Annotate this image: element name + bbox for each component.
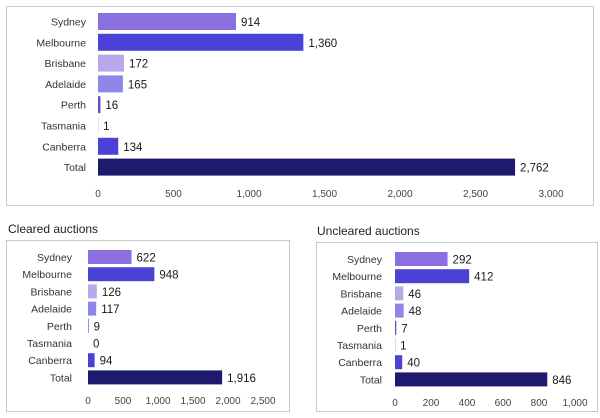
main-x-tick-label-0: 0 [95,189,101,200]
cleared-category-label-sydney: Sydney [37,252,73,264]
cleared-category-label-canberra: Canberra [28,355,72,367]
uncleared-bar-perth [395,320,397,335]
main-category-label-adelaide: Adelaide [45,79,86,91]
cleared-bar-perth [88,318,89,333]
cleared-x-tick-label-0: 0 [85,396,91,407]
main-x-tick-label-2000: 2,000 [387,189,412,200]
uncleared-bar-canberra [395,355,403,370]
uncleared-x-tick-label-200: 200 [423,398,440,409]
uncleared-category-label-brisbane: Brisbane [341,288,383,300]
main-category-label-sydney: Sydney [51,17,87,29]
cleared-value-label-adelaide: 117 [101,304,119,316]
uncleared-category-label-melbourne: Melbourne [332,271,382,283]
cleared-bar-melbourne [88,267,155,282]
cleared-x-tick-label-2500: 2,500 [250,396,275,407]
uncleared-value-label-brisbane: 46 [408,289,421,301]
main-bar-brisbane [98,54,124,72]
cleared-x-tick-label-500: 500 [115,396,132,407]
uncleared-category-label-perth: Perth [357,323,382,335]
main-category-label-canberra: Canberra [42,141,86,153]
main-value-label-adelaide: 165 [128,79,147,91]
main-category-label-tasmania: Tasmania [41,121,86,133]
uncleared-bar-total [395,372,548,387]
uncleared-category-label-sydney: Sydney [347,254,383,266]
cleared-value-label-melbourne: 948 [159,270,178,282]
cleared-category-label-melbourne: Melbourne [22,269,72,281]
cleared-value-label-brisbane: 126 [102,287,121,299]
cleared-category-label-adelaide: Adelaide [31,304,72,316]
uncleared-value-label-sydney: 292 [453,255,472,267]
main-x-tick-label-1000: 1,000 [236,189,261,200]
cleared-bar-canberra [88,353,95,368]
main-category-label-brisbane: Brisbane [45,58,87,70]
uncleared-x-tick-label-400: 400 [459,398,476,409]
cleared-value-label-canberra: 94 [100,356,113,368]
cleared-x-tick-label-1000: 1,000 [145,396,170,407]
main-bar-melbourne [98,33,304,51]
cleared-category-label-total: Total [50,372,72,384]
cleared-x-tick-label-1500: 1,500 [180,396,205,407]
uncleared-value-label-tasmania: 1 [400,341,406,353]
uncleared-x-tick-label-0: 0 [392,398,398,409]
uncleared-value-label-canberra: 40 [407,358,420,370]
cleared-value-label-perth: 9 [94,321,100,333]
uncleared-category-label-canberra: Canberra [338,357,382,369]
uncleared-value-label-total: 846 [552,375,571,387]
uncleared-category-label-adelaide: Adelaide [341,306,382,318]
main-bar-perth [98,96,101,114]
cleared-x-tick-label-2000: 2,000 [215,396,240,407]
main-value-label-tasmania: 1 [103,121,109,133]
main-value-label-canberra: 134 [123,142,143,154]
main-category-label-total: Total [64,162,86,174]
cleared-category-label-perth: Perth [47,321,72,333]
uncleared-x-tick-label-600: 600 [495,398,512,409]
main-category-label-perth: Perth [61,100,86,112]
uncleared-value-label-adelaide: 48 [409,306,422,318]
main-x-tick-label-3000: 3,000 [538,189,563,200]
cleared-value-label-total: 1,916 [227,373,256,385]
uncleared-bar-melbourne [395,269,470,284]
main-value-label-total: 2,762 [520,163,549,175]
cleared-value-label-tasmania: 0 [93,339,99,351]
main-bar-total [98,158,516,176]
cleared-category-label-tasmania: Tasmania [27,338,72,350]
cleared-bar-brisbane [88,284,97,299]
main-bar-adelaide [98,75,123,93]
uncleared-auctions-title: Uncleared auctions [317,224,420,238]
uncleared-bar-sydney [395,252,448,266]
cleared-bar-total [88,370,223,385]
main-category-label-melbourne: Melbourne [36,37,86,49]
uncleared-category-label-total: Total [360,374,382,386]
cleared-bar-sydney [88,250,132,264]
cleared-value-label-sydney: 622 [137,253,156,265]
main-bar-sydney [98,13,237,30]
cleared-auctions-title: Cleared auctions [8,222,99,236]
main-value-label-sydney: 914 [241,17,261,29]
uncleared-value-label-melbourne: 412 [474,272,493,284]
uncleared-x-tick-label-800: 800 [531,398,548,409]
main-value-label-perth: 16 [105,100,118,112]
main-bar-canberra [98,137,119,155]
main-x-tick-label-2500: 2,500 [463,189,488,200]
uncleared-value-label-perth: 7 [401,323,407,335]
uncleared-category-label-tasmania: Tasmania [337,340,382,352]
main-x-tick-label-1500: 1,500 [312,189,337,200]
main-value-label-brisbane: 172 [129,59,148,71]
uncleared-bar-brisbane [395,286,404,301]
uncleared-x-tick-label-1000: 1,000 [562,398,587,409]
cleared-category-label-brisbane: Brisbane [31,286,73,298]
main-x-tick-label-500: 500 [165,189,182,200]
uncleared-bar-adelaide [395,303,404,318]
main-value-label-melbourne: 1,360 [308,38,337,50]
cleared-bar-adelaide [88,301,97,316]
